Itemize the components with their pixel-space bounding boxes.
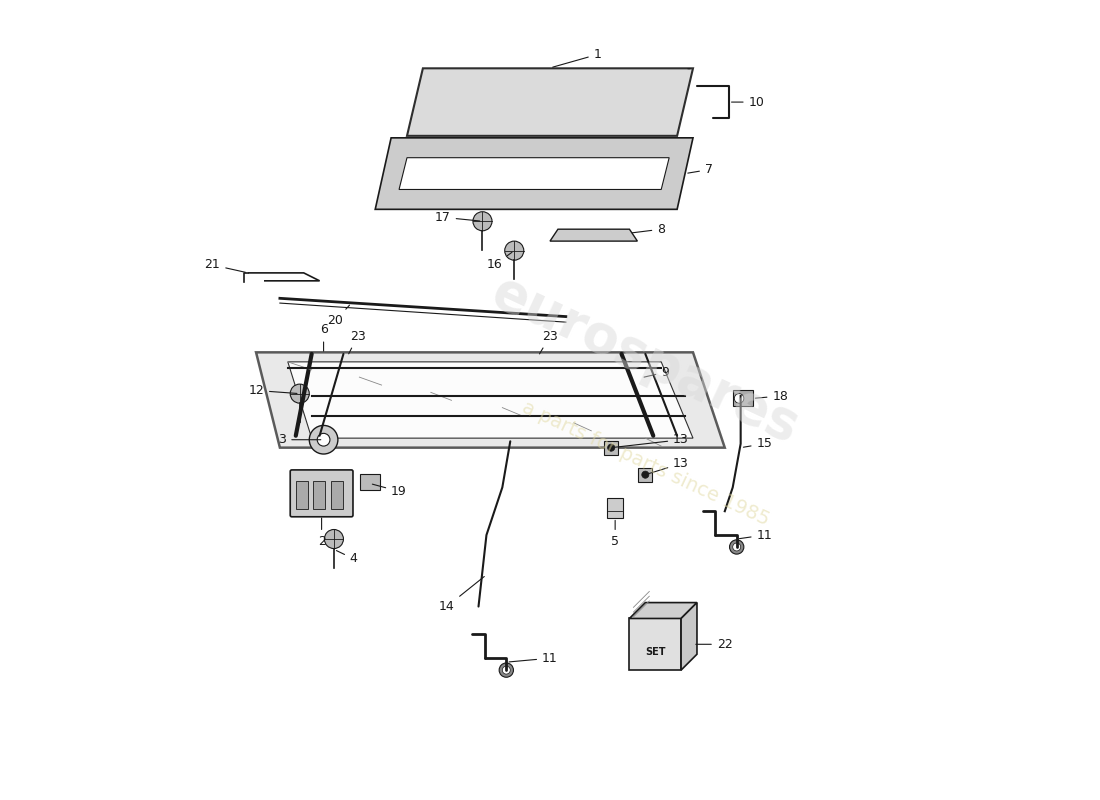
Text: 1: 1 xyxy=(552,48,602,67)
Polygon shape xyxy=(288,362,693,438)
Bar xyxy=(314,481,326,509)
Text: a parts for parts since 1985: a parts for parts since 1985 xyxy=(518,398,772,530)
Text: 19: 19 xyxy=(372,484,407,498)
Text: 16: 16 xyxy=(486,252,512,271)
Text: 11: 11 xyxy=(509,652,558,665)
Circle shape xyxy=(499,663,514,678)
Text: 17: 17 xyxy=(434,210,480,224)
Text: 23: 23 xyxy=(539,330,558,354)
Polygon shape xyxy=(629,602,697,618)
Bar xyxy=(638,467,652,482)
Text: 10: 10 xyxy=(732,95,764,109)
Polygon shape xyxy=(399,158,669,190)
Bar xyxy=(331,481,343,509)
Text: 15: 15 xyxy=(744,437,772,450)
Text: 23: 23 xyxy=(349,330,365,354)
Circle shape xyxy=(735,394,744,403)
Polygon shape xyxy=(375,138,693,210)
Bar xyxy=(607,498,623,518)
Circle shape xyxy=(733,543,740,551)
Text: 3: 3 xyxy=(278,434,321,446)
Polygon shape xyxy=(407,68,693,136)
Text: 8: 8 xyxy=(632,222,666,236)
Circle shape xyxy=(729,540,744,554)
Text: eurospares: eurospares xyxy=(483,266,807,454)
Text: 7: 7 xyxy=(688,163,713,176)
Text: 13: 13 xyxy=(614,434,689,447)
Circle shape xyxy=(503,666,510,674)
Circle shape xyxy=(505,241,524,260)
Text: SET: SET xyxy=(645,647,665,657)
Bar xyxy=(296,481,308,509)
Circle shape xyxy=(317,434,330,446)
Circle shape xyxy=(641,471,649,478)
FancyBboxPatch shape xyxy=(290,470,353,517)
Text: 13: 13 xyxy=(648,457,689,474)
Text: 11: 11 xyxy=(739,529,772,542)
Circle shape xyxy=(607,444,615,451)
Text: 12: 12 xyxy=(249,384,297,397)
Text: 18: 18 xyxy=(756,390,789,402)
Bar xyxy=(629,618,681,670)
Circle shape xyxy=(473,212,492,230)
Circle shape xyxy=(290,384,309,403)
Text: 2: 2 xyxy=(318,518,326,548)
Text: 20: 20 xyxy=(328,305,350,327)
Text: 4: 4 xyxy=(337,550,358,566)
Text: 14: 14 xyxy=(439,577,484,613)
Polygon shape xyxy=(550,229,637,241)
Bar xyxy=(360,474,379,490)
Text: 9: 9 xyxy=(645,366,669,378)
Bar xyxy=(604,441,618,455)
Text: 5: 5 xyxy=(612,520,619,548)
Polygon shape xyxy=(256,352,725,448)
Polygon shape xyxy=(681,602,697,670)
Text: 6: 6 xyxy=(320,323,328,351)
Circle shape xyxy=(309,426,338,454)
Text: 21: 21 xyxy=(205,258,245,272)
Circle shape xyxy=(324,530,343,549)
Text: 22: 22 xyxy=(696,638,733,650)
Bar xyxy=(733,390,752,406)
